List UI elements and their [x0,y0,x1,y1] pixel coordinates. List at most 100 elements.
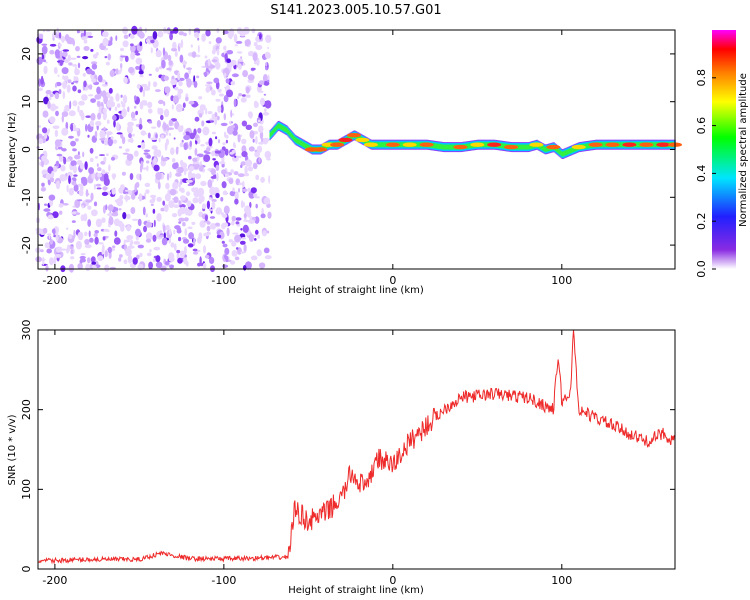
noise-blob [101,248,104,255]
ridge-core [525,144,527,150]
noise-blob [135,228,141,237]
noise-blob [247,74,255,81]
noise-blob [222,243,228,248]
noise-blob [263,108,267,112]
noise-blob [145,238,152,243]
noise-blob [146,154,152,159]
noise-blob [73,80,79,83]
noise-blob [245,43,249,47]
ridge-core [357,134,359,140]
noise-blob [177,166,184,174]
noise-blob [196,155,200,162]
noise-blob [228,178,234,185]
colorbar-gradient [712,30,736,269]
noise-blob [142,206,146,216]
noise-blob [175,103,183,113]
noise-blob [198,96,203,100]
noise-blob [236,155,242,158]
noise-blob [223,205,230,215]
noise-blob [226,58,231,63]
ridge-core [561,151,563,157]
ridge-core [302,141,304,147]
noise-blob [209,208,214,212]
noise-blob [85,123,88,132]
noise-blob [62,81,67,90]
noise-blob [113,237,121,245]
noise-blob [66,184,69,193]
noise-blob [129,34,135,39]
ridge-core [529,144,531,150]
noise-blob [88,167,94,175]
noise-blob [140,83,148,88]
noise-blob [147,132,151,139]
noise-blob [205,86,211,93]
noise-blob [132,133,135,137]
noise-blob [263,247,270,254]
noise-blob [119,222,125,229]
noise-blob [248,233,254,242]
ridge-core [324,144,326,150]
noise-blob [262,230,267,237]
noise-blob [219,161,226,165]
noise-blob [222,214,228,218]
spectrogram-y-ticks: -20 -10 0 10 20 [20,47,675,254]
noise-blob [105,204,108,211]
noise-blob [256,145,263,153]
noise-blob [84,238,90,245]
noise-blob [153,246,161,251]
noise-blob [178,80,183,87]
noise-blob [238,182,243,186]
noise-blob [85,189,89,197]
noise-blob [149,199,155,204]
noise-blob [164,108,170,118]
colorbar: 0.0 0.2 0.4 0.6 0.8 Normalized spectral ampl… [695,30,749,278]
noise-blob [173,229,176,235]
noise-blob [265,34,272,44]
noise-blob [42,227,48,234]
ridge-core [287,129,289,135]
noise-blob [101,90,107,99]
noise-blob [176,252,180,260]
noise-blob [71,64,78,67]
ridge-core [655,142,657,148]
ridge-peak [363,142,378,147]
noise-blob [68,62,73,66]
noise-blob [57,74,60,77]
noise-blob [226,125,234,135]
ridge-core [293,135,295,141]
noise-blob [250,67,256,71]
noise-blob [51,170,55,178]
noise-blob [83,213,88,222]
figure-title: S141.2023.005.10.57.G01 [270,3,441,18]
noise-blob [182,60,188,65]
ridge-core [543,146,545,152]
noise-blob [102,37,109,47]
noise-blob [93,233,98,237]
noise-blob [217,105,222,113]
noise-blob [160,114,164,121]
y-tick-label: 100 [20,479,33,500]
noise-blob [188,155,192,160]
noise-blob [207,58,211,67]
noise-blob [131,193,136,200]
noise-blob [198,195,203,205]
noise-blob [179,142,184,148]
noise-blob [75,46,80,52]
noise-blob [97,167,102,172]
noise-blob [95,52,99,56]
noise-blob [186,78,192,84]
noise-blob [262,137,268,145]
noise-blob [78,188,84,197]
noise-blob [125,193,128,203]
noise-blob [94,94,102,100]
noise-blob [45,264,49,272]
noise-blob [203,245,206,254]
noise-blob [87,134,90,138]
noise-blob [59,50,63,59]
noise-blob [139,164,143,173]
noise-blob [187,243,194,248]
ridge-peak [588,142,603,147]
ridge-core [585,143,587,149]
noise-blob [111,173,117,179]
noise-blob [146,165,149,172]
